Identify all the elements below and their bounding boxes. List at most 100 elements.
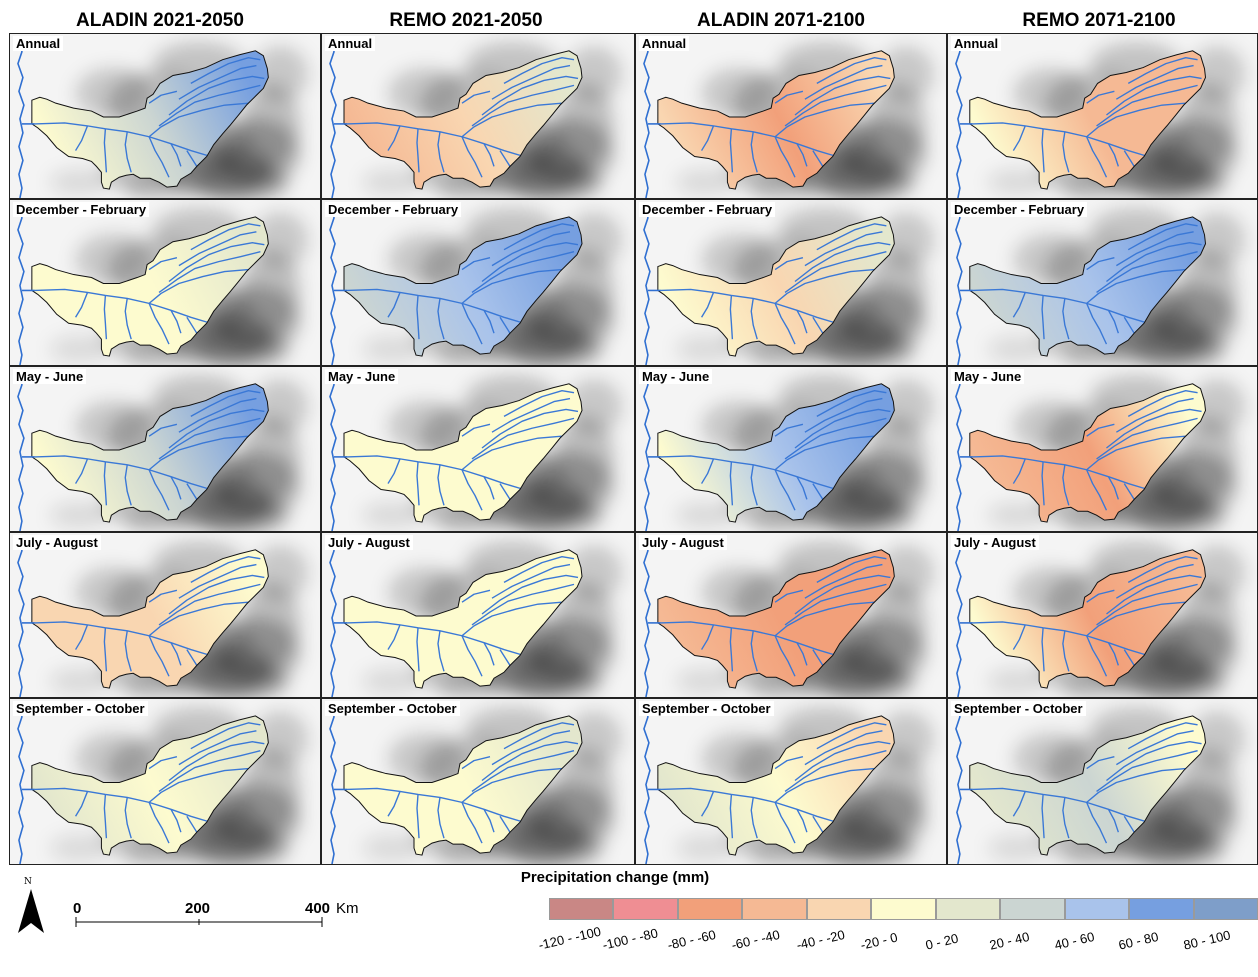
map-panel: Annual [9,33,321,199]
legend-swatch [742,898,807,920]
column-title-3: ALADIN 2071-2100 [697,10,865,31]
catchment-boundary [657,216,895,357]
map-panel: May - June [947,366,1258,532]
map-panel: Annual [321,33,635,199]
legend-swatch [935,898,1001,920]
map-svg [10,200,320,365]
scale-bar [75,917,323,927]
river-network [972,556,1202,681]
panel-season-label: September - October [325,701,460,716]
map-panel: December - February [635,199,947,366]
legend-swatch [613,898,678,920]
legend-swatch [549,898,614,920]
panel-season-label: December - February [13,202,150,217]
map-panel: September - October [635,698,947,865]
panel-season-label: December - February [951,202,1088,217]
river-network [34,390,265,515]
catchment-fill [31,383,269,523]
panel-season-label: September - October [13,701,148,716]
column-title-2: REMO 2021-2050 [389,10,543,31]
catchment-fill [657,549,895,689]
main-river [17,703,25,864]
map-panel: December - February [321,199,635,366]
north-arrow-icon [18,889,44,933]
map-svg [322,200,634,365]
catchment-fill [969,715,1206,856]
catchment-boundary [343,715,583,856]
river-network [660,57,891,182]
main-river [955,703,963,864]
legend-class-label: 60 - 80 [1117,928,1160,953]
map-panel: September - October [947,698,1258,865]
catchment-boundary [969,383,1207,523]
catchment-fill [657,383,895,523]
panel-season-label: July - August [951,535,1039,550]
catchment-fill [31,216,269,357]
main-river [329,38,337,198]
catchment-boundary [343,50,583,190]
panel-season-label: Annual [639,36,690,51]
legend-swatch [871,898,936,920]
catchment-fill [344,715,582,856]
map-svg [948,699,1257,864]
map-svg [322,699,634,864]
catchment-fill [31,715,269,856]
panel-season-label: May - June [639,369,713,384]
catchment-boundary [969,50,1207,190]
catchment-fill [344,383,582,523]
river-network [660,390,891,515]
map-svg [636,200,946,365]
main-river [643,204,651,365]
main-river [643,38,651,198]
panel-season-label: Annual [325,36,376,51]
panel-season-label: July - August [639,535,727,550]
river-network [972,722,1202,848]
catchment-boundary [969,715,1207,856]
legend-class-label: 80 - 100 [1181,927,1232,953]
legend-class-label: 20 - 40 [988,928,1031,953]
panel-season-label: May - June [13,369,87,384]
catchment-fill [31,549,269,689]
main-river [329,204,337,365]
main-river [643,703,651,864]
catchment-boundary [31,50,269,190]
map-panel: December - February [9,199,321,366]
catchment-boundary [969,549,1207,689]
catchment-fill [969,549,1206,689]
legend-swatch [1000,898,1065,920]
map-panel: July - August [635,532,947,698]
main-river [955,38,963,198]
legend-swatch [1064,898,1130,920]
legend-class-label: -60 - -40 [730,926,782,953]
legend-class-label: 40 - 60 [1052,928,1096,953]
main-river [17,537,25,697]
main-river [17,204,25,365]
map-panel: July - August [321,532,635,698]
map-svg [636,34,946,198]
legend-swatch [677,898,743,920]
legend-class-label: 0 - 20 [923,930,960,953]
main-river [329,703,337,864]
map-svg [10,699,320,864]
north-letter: N [24,877,32,887]
map-panel: May - June [635,366,947,532]
panel-season-label: December - February [639,202,776,217]
panel-season-label: July - August [325,535,413,550]
catchment-fill [31,50,269,190]
map-svg [10,367,320,531]
catchment-fill [657,715,895,856]
catchment-boundary [31,715,269,856]
main-river [955,204,963,365]
scale-label-200: 200 [185,900,211,917]
legend-swatch [806,898,872,920]
legend-class-label: -100 - -80 [601,925,660,953]
panel-season-label: September - October [639,701,774,716]
main-river [955,371,963,531]
catchment-fill [969,216,1206,357]
map-svg [10,533,320,697]
catchment-boundary [343,216,583,357]
legend-color-bar [549,898,1258,920]
main-river [643,537,651,697]
scale-label-400: 400 [305,900,331,917]
main-river [955,537,963,697]
